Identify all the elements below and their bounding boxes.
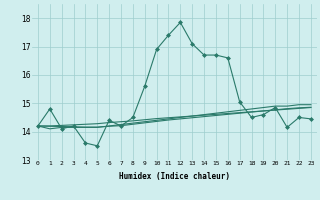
X-axis label: Humidex (Indice chaleur): Humidex (Indice chaleur) [119,172,230,181]
